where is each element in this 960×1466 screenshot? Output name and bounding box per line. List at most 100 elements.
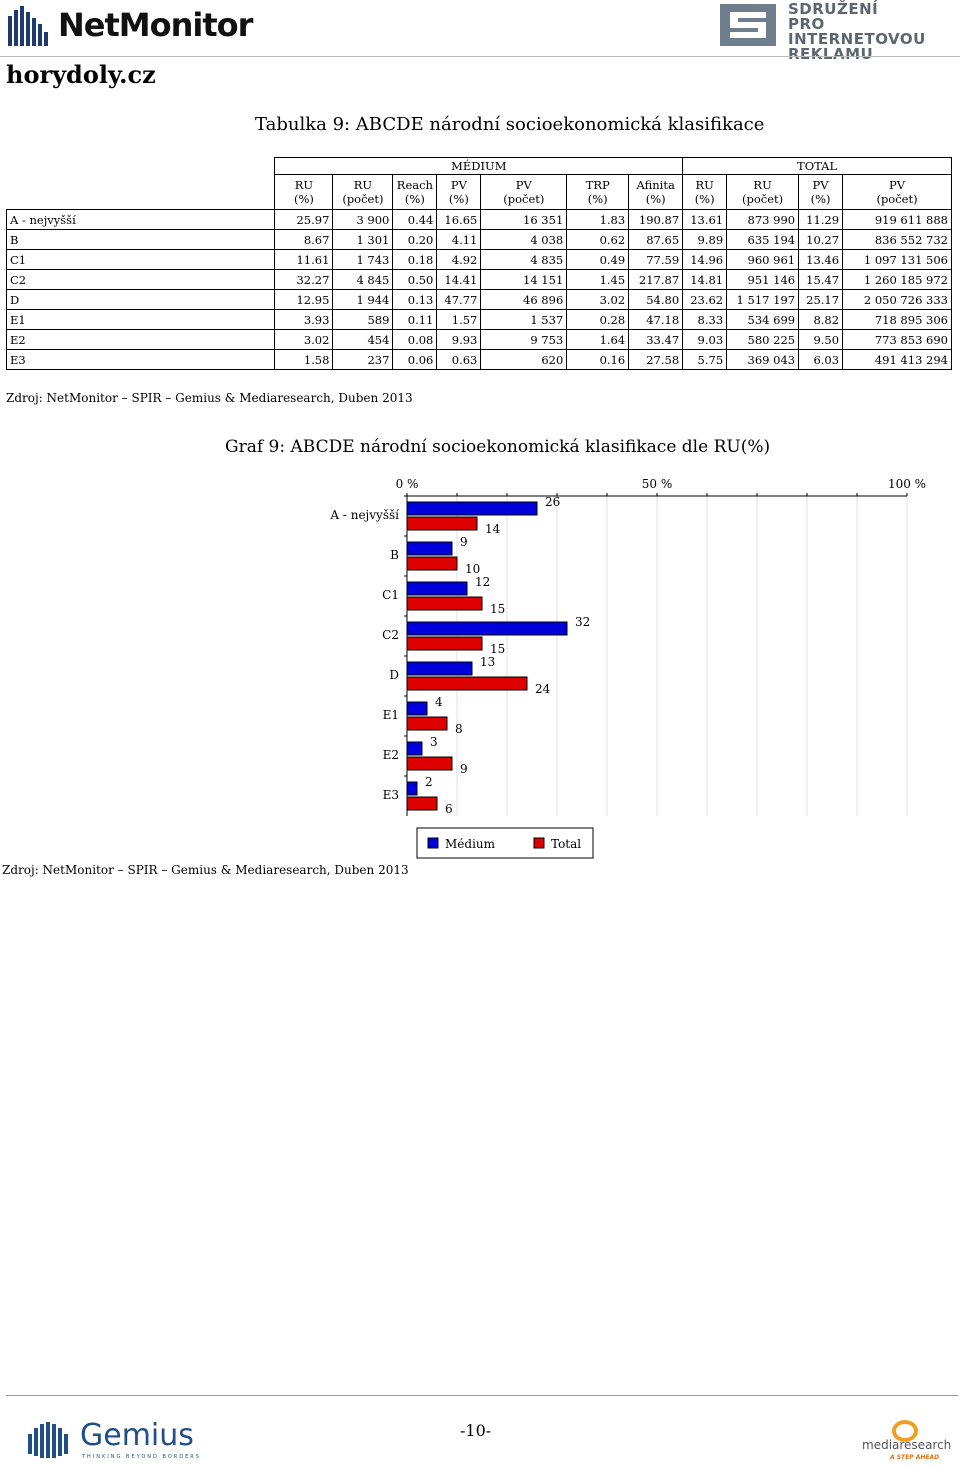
table-cell: 33.47 xyxy=(628,329,684,350)
mediaresearch-logo-mark xyxy=(892,1420,918,1442)
table-cell: 237 xyxy=(332,349,394,370)
bar-total xyxy=(406,796,438,811)
chart-source: Zdroj: NetMonitor – SPIR – Gemius & Medi… xyxy=(2,863,409,877)
table-cell: 620 xyxy=(480,349,568,370)
data-label: 2 xyxy=(425,775,433,789)
table-cell: 10.27 xyxy=(798,229,844,250)
category-label: D xyxy=(389,668,399,682)
column-header: PV (počet) xyxy=(842,174,952,210)
table-row: B 8.67 1 301 0.20 4.11 4 038 0.62 87.65 9.89 635 … xyxy=(5,229,952,250)
bar-total xyxy=(406,596,483,611)
data-label: 26 xyxy=(545,495,560,509)
table-cell: 4 845 xyxy=(332,269,394,290)
gemius-logo-mark xyxy=(28,1422,68,1458)
table-cell: 32.27 xyxy=(274,269,334,290)
table-cell: 369 043 xyxy=(726,349,800,370)
row-label: B xyxy=(5,229,276,250)
table-cell: 5.75 xyxy=(682,349,728,370)
table-cell: 13.61 xyxy=(682,209,728,230)
data-label: 15 xyxy=(490,602,505,616)
column-header: TRP (%) xyxy=(566,174,630,210)
table-title: Tabulka 9: ABCDE národní socioekonomická… xyxy=(255,114,765,135)
group-header-medium: MÉDIUM xyxy=(274,157,684,175)
spir-logo: SDRUŽENÍ PRO INTERNETOVOU REKLAMU xyxy=(718,2,958,62)
bar-total xyxy=(406,636,483,651)
table-cell: 9 753 xyxy=(480,329,568,350)
netmonitor-logo: NetMonitor xyxy=(8,4,253,48)
table-cell: 4 038 xyxy=(480,229,568,250)
column-header: Reach (%) xyxy=(392,174,438,210)
category-label: C2 xyxy=(382,628,399,642)
table-cell: 9.03 xyxy=(682,329,728,350)
table-cell: 1.45 xyxy=(566,269,630,290)
mediaresearch-logo-tagline: A STEP AHEAD xyxy=(890,1454,940,1461)
table-cell: 0.11 xyxy=(392,309,438,330)
category-label: E2 xyxy=(383,748,399,762)
table-cell: 8.82 xyxy=(798,309,844,330)
row-label: E2 xyxy=(5,329,276,350)
column-header: PV (počet) xyxy=(480,174,568,210)
category-label: A - nejvyšší xyxy=(329,508,399,522)
table-cell: 77.59 xyxy=(628,249,684,270)
legend-swatch xyxy=(427,837,439,849)
data-label: 32 xyxy=(575,615,590,629)
data-label: 6 xyxy=(445,802,453,816)
header-divider xyxy=(0,56,960,57)
page-number: -10- xyxy=(460,1421,492,1440)
table-source: Zdroj: NetMonitor – SPIR – Gemius & Medi… xyxy=(6,391,413,405)
row-label: C2 xyxy=(5,269,276,290)
table-cell: 1 944 xyxy=(332,289,394,310)
column-header: RU (%) xyxy=(274,174,334,210)
category-label: E3 xyxy=(383,788,399,802)
table-cell: 580 225 xyxy=(726,329,800,350)
table-cell: 3.02 xyxy=(566,289,630,310)
table-cell: 919 611 888 xyxy=(842,209,952,230)
table-cell: 1 743 xyxy=(332,249,394,270)
table-cell: 589 xyxy=(332,309,394,330)
table-cell: 46 896 xyxy=(480,289,568,310)
table-cell: 14 151 xyxy=(480,269,568,290)
gemius-logo: Gemius THINKING BEYOND BORDERS xyxy=(28,1418,208,1462)
table-cell: 0.20 xyxy=(392,229,438,250)
row-label: D xyxy=(5,289,276,310)
table-cell: 23.62 xyxy=(682,289,728,310)
table-cell: 4 835 xyxy=(480,249,568,270)
table-cell: 217.87 xyxy=(628,269,684,290)
column-header: RU (počet) xyxy=(332,174,394,210)
table-cell: 635 194 xyxy=(726,229,800,250)
legend-swatch xyxy=(533,837,545,849)
socioeconomic-table: MÉDIUM TOTAL RU (%) RU (počet) Reach (%) PV… xyxy=(5,157,952,370)
table-cell: 87.65 xyxy=(628,229,684,250)
data-label: 14 xyxy=(485,522,501,536)
table-row: E2 3.02 454 0.08 9.93 9 753 1.64 33.47 9.03 580 2… xyxy=(5,329,952,350)
table-cell: 454 xyxy=(332,329,394,350)
table-cell: 1 097 131 506 xyxy=(842,249,952,270)
table-cell: 27.58 xyxy=(628,349,684,370)
table-cell: 873 990 xyxy=(726,209,800,230)
table-cell: 0.62 xyxy=(566,229,630,250)
data-label: 8 xyxy=(455,722,463,736)
table-cell: 13.46 xyxy=(798,249,844,270)
table-cell: 14.41 xyxy=(436,269,482,290)
category-label: B xyxy=(390,548,399,562)
netmonitor-logo-text: NetMonitor xyxy=(58,6,253,44)
table-cell: 0.08 xyxy=(392,329,438,350)
bar-médium xyxy=(406,541,453,556)
table-row: A - nejvyšší 25.97 3 900 0.44 16.65 16 351 1.8… xyxy=(5,209,952,230)
table-cell: 1 537 xyxy=(480,309,568,330)
bar-médium xyxy=(406,501,538,516)
legend xyxy=(416,827,594,859)
table-cell: 16 351 xyxy=(480,209,568,230)
table-cell: 1.58 xyxy=(274,349,334,370)
row-label: A - nejvyšší xyxy=(5,209,276,230)
category-label: C1 xyxy=(382,588,399,602)
gemius-logo-tagline: THINKING BEYOND BORDERS xyxy=(82,1454,201,1460)
data-label: 3 xyxy=(430,735,438,749)
table-cell: 960 961 xyxy=(726,249,800,270)
table-cell: 47.77 xyxy=(436,289,482,310)
table-cell: 0.16 xyxy=(566,349,630,370)
table-cell: 11.29 xyxy=(798,209,844,230)
bar-médium xyxy=(406,661,473,676)
x-tick-label: 100 % xyxy=(888,477,926,491)
table-cell: 0.50 xyxy=(392,269,438,290)
